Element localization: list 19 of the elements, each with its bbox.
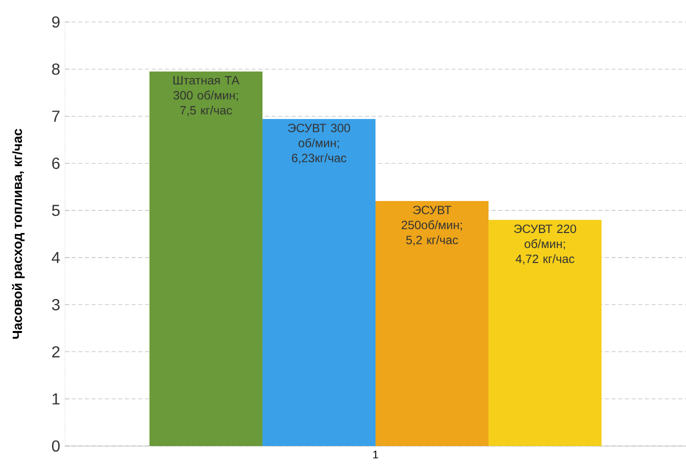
data-label: ЭСУВТ 300 об/мин; 6,23кг/час — [288, 124, 350, 164]
bar — [376, 201, 489, 446]
data-label: ЭСУВТ 220 об/мин; 4,72 кг/час — [514, 224, 576, 264]
bar — [262, 119, 376, 446]
y-tick-label: 8 — [52, 63, 60, 75]
y-tick-label: 9 — [52, 16, 60, 28]
bar — [149, 71, 262, 446]
y-tick-label: 3 — [52, 299, 60, 310]
y-tick-label: 0 — [52, 440, 60, 452]
y-tick-label: 7 — [52, 110, 60, 122]
y-axis-title: Часовой расход топлива, кг/час — [12, 128, 25, 339]
y-tick-label: 6 — [52, 158, 60, 169]
data-label: ЭСУВТ 250об/мин; 5,2 кг/час — [402, 206, 462, 246]
y-tick-label: 4 — [52, 252, 60, 264]
y-tick-label: 5 — [52, 204, 60, 216]
bar — [488, 220, 602, 446]
data-label: Штатная ТА 300 об/мин; 7,5 кг/час — [173, 76, 240, 116]
y-tick-label: 2 — [52, 346, 60, 358]
y-tick-label: 1 — [52, 393, 60, 404]
